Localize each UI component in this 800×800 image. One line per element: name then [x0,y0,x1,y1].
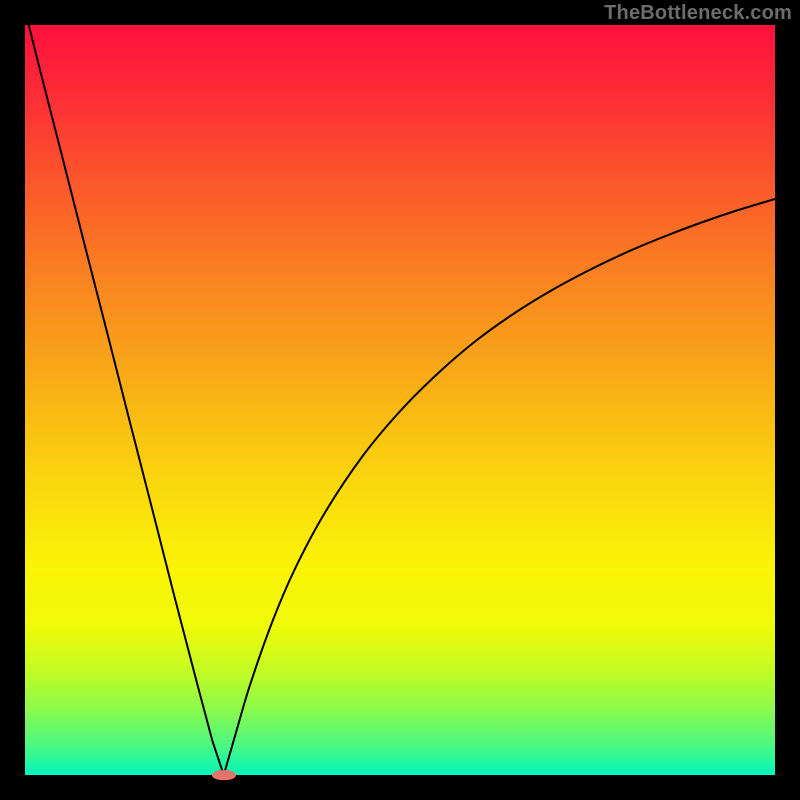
watermark-label: TheBottleneck.com [604,2,792,25]
bottleneck-curve-chart [25,25,775,775]
minimum-marker [212,770,236,780]
chart-frame: TheBottleneck.com [0,0,800,800]
plot-area [25,25,775,775]
gradient-background [25,25,775,775]
